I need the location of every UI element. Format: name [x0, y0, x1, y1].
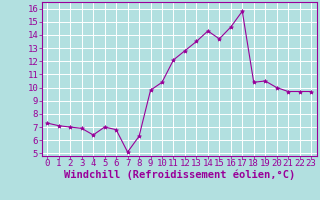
X-axis label: Windchill (Refroidissement éolien,°C): Windchill (Refroidissement éolien,°C) — [64, 170, 295, 180]
